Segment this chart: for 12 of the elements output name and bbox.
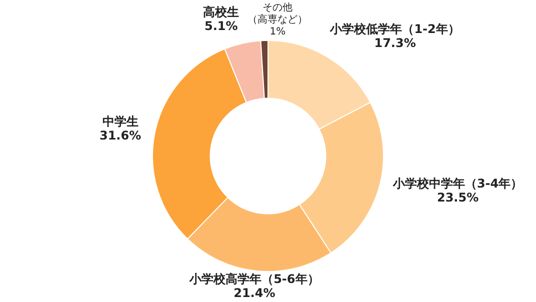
data-label: 1% [270, 26, 286, 38]
slice-label: 中学生 [102, 114, 138, 128]
data-label: 31.6% [99, 128, 142, 142]
data-label: 5.1% [204, 19, 238, 34]
slice-label: 小学校中学年（3-4年） [392, 176, 523, 190]
slice-label: 高校生 [203, 5, 240, 20]
slice-label: 小学校低学年（1-2年） [329, 22, 460, 36]
slice-label: 小学校高学年（5-6年） [188, 272, 320, 286]
data-label: 17.3% [374, 36, 416, 50]
slice-label: その他（高専など） [248, 2, 308, 26]
data-label: 21.4% [234, 286, 276, 300]
data-label: 23.5% [436, 190, 479, 204]
